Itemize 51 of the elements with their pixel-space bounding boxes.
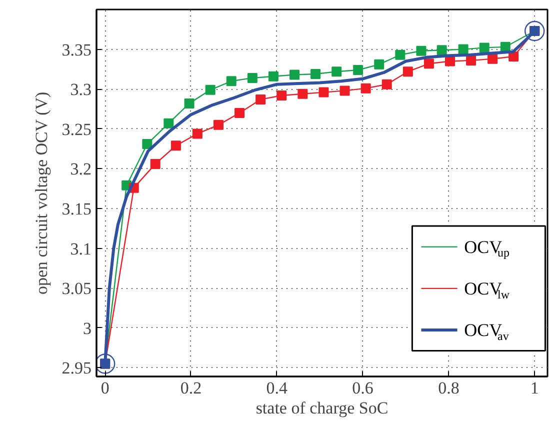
x-tick-label: 0.8 (438, 378, 460, 398)
point (164, 118, 174, 128)
x-tick-label: 0.6 (352, 378, 374, 398)
point (424, 58, 434, 69)
point (458, 44, 468, 54)
point (290, 70, 300, 80)
point (374, 59, 384, 70)
point (150, 158, 160, 169)
point (298, 88, 308, 99)
point (466, 55, 476, 66)
point (340, 86, 350, 96)
point (416, 46, 426, 56)
y-tick-label: 3.15 (62, 200, 92, 219)
point (184, 98, 194, 108)
point (192, 128, 202, 139)
point (268, 71, 278, 82)
y-axis-title: open circuit voltage OCV (V) (32, 92, 51, 294)
y-tick-label: 3.3 (70, 80, 92, 100)
point (247, 72, 258, 83)
y-tick-label: 3.35 (62, 40, 92, 60)
y-tick-label: 3.25 (62, 120, 92, 139)
point (402, 66, 413, 77)
point (205, 84, 216, 95)
point (360, 83, 371, 94)
point (234, 108, 245, 118)
x-axis-title: state of charge SoC (256, 398, 388, 418)
point (256, 94, 266, 104)
point (488, 54, 498, 64)
point (170, 140, 181, 151)
point (276, 90, 287, 100)
point (142, 139, 152, 150)
point (213, 120, 224, 130)
point (479, 42, 490, 53)
y-tick-label: 3.05 (62, 279, 92, 298)
y-tick-label: 3.2 (70, 160, 92, 179)
point (318, 87, 329, 98)
point (395, 50, 406, 60)
point (353, 65, 364, 76)
point (382, 79, 392, 90)
point (436, 45, 447, 56)
point (445, 56, 455, 66)
point (226, 76, 236, 86)
y-tick-label: 3 (83, 318, 92, 338)
x-tick-label: 0.2 (180, 378, 202, 398)
y-tick-label: 3.1 (70, 239, 92, 258)
y-tick-label: 2.95 (62, 358, 92, 378)
point (332, 66, 342, 77)
x-tick-label: 0 (100, 378, 110, 398)
x-tick-label: 0.4 (266, 378, 288, 398)
x-tick-label: 1 (530, 378, 539, 398)
point (310, 68, 321, 79)
